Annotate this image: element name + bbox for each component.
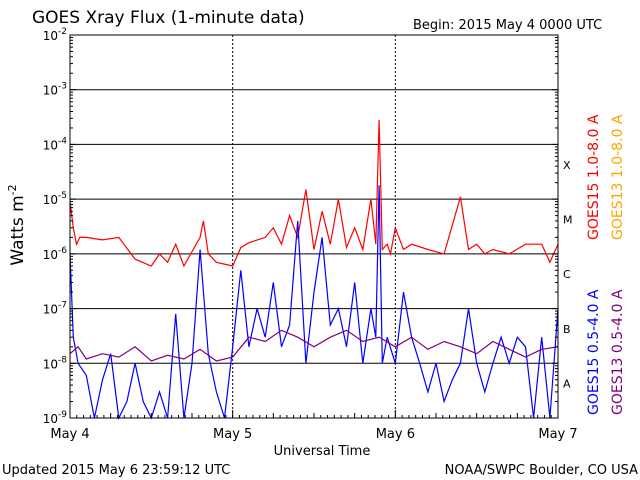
y-tick-base: 10 bbox=[43, 357, 58, 371]
y-tick-sup: -9 bbox=[58, 410, 67, 420]
y-tick-sup: -6 bbox=[58, 246, 67, 256]
y-tick-label: 10-2 bbox=[43, 27, 67, 43]
y-tick-sup: -5 bbox=[58, 191, 67, 201]
y-tick-sup: -8 bbox=[58, 355, 67, 365]
flare-class-label: C bbox=[563, 268, 571, 281]
series-line bbox=[69, 329, 559, 362]
flare-class-label: X bbox=[563, 159, 571, 172]
y-tick-label: 10-6 bbox=[43, 246, 68, 262]
legend: GOES15 1.0-8.0 A GOES13 1.0-8.0 A GOES15 0… bbox=[586, 114, 626, 415]
y-tick-sup: -7 bbox=[58, 301, 67, 311]
plot-frame bbox=[69, 34, 559, 419]
x-tick-label: May 4 bbox=[50, 427, 89, 442]
flare-class-label: M bbox=[563, 214, 573, 227]
chart-title: GOES Xray Flux (1-minute data) bbox=[32, 8, 305, 28]
y-tick-base: 10 bbox=[43, 193, 58, 207]
legend-entry: GOES13 1.0-8.0 A bbox=[610, 114, 626, 240]
y-tick-base: 10 bbox=[43, 303, 58, 317]
y-tick-base: 10 bbox=[43, 84, 58, 98]
y-tick-label: 10-4 bbox=[43, 136, 68, 152]
y-tick-base: 10 bbox=[43, 138, 58, 152]
y-tick-base: 10 bbox=[43, 248, 58, 262]
x-axis-label: Universal Time bbox=[274, 444, 371, 459]
y-tick-base: 10 bbox=[43, 412, 58, 426]
x-tick-label: May 7 bbox=[538, 427, 577, 442]
y-axis-label: Watts m-2 bbox=[6, 184, 28, 265]
flare-class-label: B bbox=[563, 323, 571, 336]
updated-label: Updated 2015 May 6 23:59:12 UTC bbox=[2, 463, 230, 478]
legend-entry: GOES15 1.0-8.0 A bbox=[586, 114, 602, 240]
legend-entry: GOES15 0.5-4.0 A bbox=[586, 289, 602, 415]
y-axis-label-text: Watts m bbox=[8, 195, 28, 265]
series-line bbox=[69, 119, 559, 268]
flare-class-label: A bbox=[563, 378, 571, 391]
x-tick-label: May 5 bbox=[213, 427, 252, 442]
y-tick-label: 10-9 bbox=[43, 410, 68, 426]
y-tick-label: 10-5 bbox=[43, 191, 67, 207]
y-axis-label-sup: -2 bbox=[6, 184, 19, 195]
source-label: NOAA/SWPC Boulder, CO USA bbox=[445, 463, 638, 478]
y-tick-label: 10-7 bbox=[43, 301, 67, 317]
series-line bbox=[69, 185, 559, 421]
y-tick-base: 10 bbox=[43, 29, 58, 43]
legend-entry: GOES13 0.5-4.0 A bbox=[610, 289, 626, 415]
begin-label: Begin: 2015 May 4 0000 UTC bbox=[413, 18, 602, 33]
y-tick-label: 10-8 bbox=[43, 355, 68, 371]
y-tick-sup: -3 bbox=[58, 82, 67, 92]
svg-text:Watts m-2: Watts m-2 bbox=[6, 184, 28, 265]
y-tick-sup: -4 bbox=[58, 136, 67, 146]
x-tick-label: May 6 bbox=[376, 427, 415, 442]
y-tick-sup: -2 bbox=[58, 27, 67, 37]
y-tick-label: 10-3 bbox=[43, 82, 67, 98]
